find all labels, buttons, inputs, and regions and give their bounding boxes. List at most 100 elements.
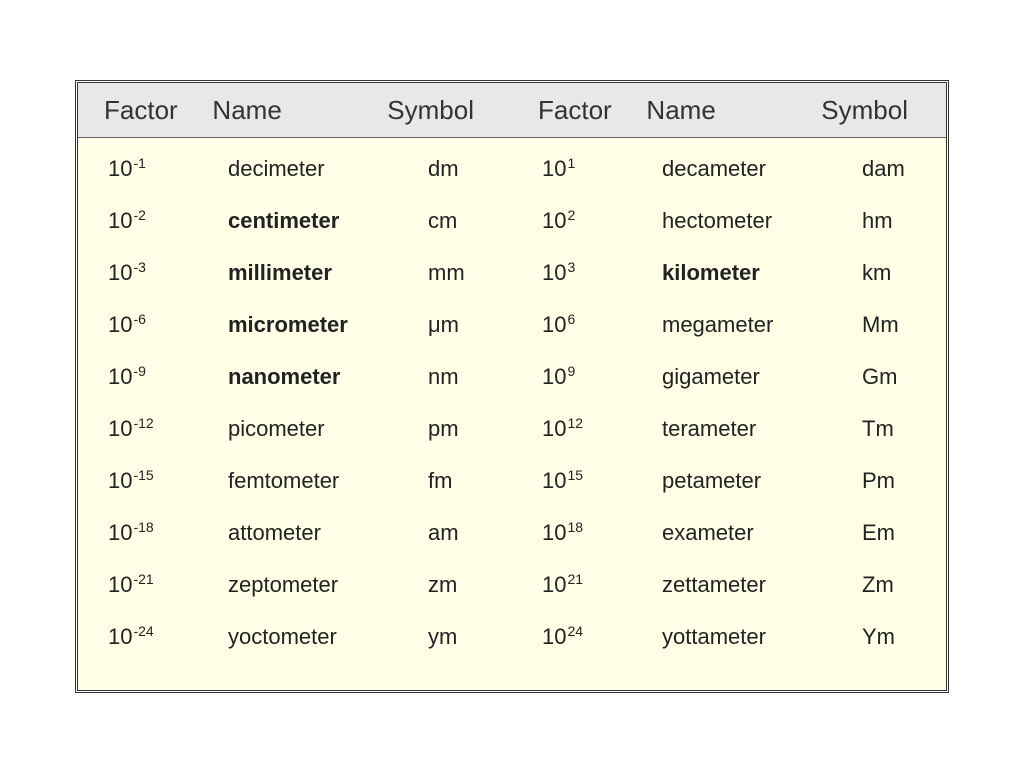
table-row-right: 102hectometerhm — [512, 208, 946, 260]
factor-base: 10 — [542, 416, 566, 442]
header-left: Factor Name Symbol — [78, 83, 512, 137]
factor-base: 10 — [108, 468, 132, 494]
factor-base: 10 — [108, 520, 132, 546]
cell-name: picometer — [228, 416, 428, 442]
si-prefixes-table: Factor Name Symbol Factor Name Symbol 10… — [75, 80, 949, 693]
cell-symbol: fm — [428, 468, 512, 494]
cell-name: nanometer — [228, 364, 428, 390]
factor-exponent: -24 — [133, 623, 153, 639]
cell-symbol: am — [428, 520, 512, 546]
table-row-left: 10-18 attometeram — [78, 520, 512, 572]
cell-symbol: hm — [862, 208, 946, 234]
factor-exponent: 3 — [567, 259, 575, 275]
factor-exponent: -1 — [133, 155, 145, 171]
factor-base: 10 — [108, 156, 132, 182]
factor-exponent: 1 — [567, 155, 575, 171]
table-body: 10-1decimeterdm101decameterdam10-2centim… — [78, 138, 946, 690]
factor-exponent: -18 — [133, 519, 153, 535]
cell-name: kilometer — [662, 260, 862, 286]
cell-name: megameter — [662, 312, 862, 338]
table-row: 10-1decimeterdm101decameterdam — [78, 156, 946, 208]
factor-base: 10 — [108, 364, 132, 390]
table-row-right: 1015petameterPm — [512, 468, 946, 520]
factor-base: 10 — [108, 312, 132, 338]
cell-factor: 10-1 — [78, 156, 228, 182]
factor-base: 10 — [542, 208, 566, 234]
factor-base: 10 — [542, 364, 566, 390]
cell-factor: 1024 — [512, 624, 662, 650]
cell-factor: 101 — [512, 156, 662, 182]
cell-factor: 109 — [512, 364, 662, 390]
table-row: 10-6micrometerμm106megameterMm — [78, 312, 946, 364]
cell-name: decimeter — [228, 156, 428, 182]
table-row-right: 1024yottameterYm — [512, 624, 946, 676]
cell-factor: 10-12 — [78, 416, 228, 442]
table-row-left: 10-15femtometerfm — [78, 468, 512, 520]
factor-exponent: 15 — [567, 467, 583, 483]
header-right: Factor Name Symbol — [512, 83, 946, 137]
table-row-right: 101decameterdam — [512, 156, 946, 208]
cell-name: zeptometer — [228, 572, 428, 598]
table-row-right: 103kilometerkm — [512, 260, 946, 312]
table-row-left: 10-2 centimetercm — [78, 208, 512, 260]
factor-exponent: -3 — [133, 259, 145, 275]
factor-base: 10 — [542, 624, 566, 650]
cell-factor: 10-6 — [78, 312, 228, 338]
factor-exponent: -12 — [133, 415, 153, 431]
table-row: 10-3millimetermm103kilometerkm — [78, 260, 946, 312]
cell-factor: 106 — [512, 312, 662, 338]
cell-symbol: dm — [428, 156, 512, 182]
header-symbol-left: Symbol — [387, 95, 512, 126]
factor-exponent: 12 — [567, 415, 583, 431]
table-row: 10-18attometeram1018exameterEm — [78, 520, 946, 572]
header-factor-left: Factor — [78, 95, 212, 126]
cell-name: zettameter — [662, 572, 862, 598]
cell-symbol: Pm — [862, 468, 946, 494]
table-row-right: 106megameterMm — [512, 312, 946, 364]
cell-symbol: cm — [428, 208, 512, 234]
cell-symbol: zm — [428, 572, 512, 598]
cell-symbol: ym — [428, 624, 512, 650]
table-row: 10-15femtometerfm1015petameterPm — [78, 468, 946, 520]
table-row: 10-21zeptometerzm1021zettameterZm — [78, 572, 946, 624]
cell-factor: 10-21 — [78, 572, 228, 598]
factor-base: 10 — [542, 572, 566, 598]
table-row: 10-24yoctometerym1024yottameterYm — [78, 624, 946, 676]
cell-symbol: nm — [428, 364, 512, 390]
table-row-left: 10-9nanometernm — [78, 364, 512, 416]
cell-factor: 10-24 — [78, 624, 228, 650]
cell-name: attometer — [228, 520, 428, 546]
cell-symbol: Gm — [862, 364, 946, 390]
factor-base: 10 — [542, 312, 566, 338]
cell-name: centimeter — [228, 208, 428, 234]
cell-factor: 10-3 — [78, 260, 228, 286]
cell-name: femtometer — [228, 468, 428, 494]
cell-name: petameter — [662, 468, 862, 494]
factor-base: 10 — [108, 416, 132, 442]
header-factor-right: Factor — [512, 95, 646, 126]
cell-name: micrometer — [228, 312, 428, 338]
table-row-right: 1012terameterTm — [512, 416, 946, 468]
cell-name: decameter — [662, 156, 862, 182]
cell-name: yottameter — [662, 624, 862, 650]
cell-symbol: km — [862, 260, 946, 286]
table-header-row: Factor Name Symbol Factor Name Symbol — [78, 83, 946, 138]
cell-factor: 1015 — [512, 468, 662, 494]
factor-exponent: -21 — [133, 571, 153, 587]
table-row-left: 10-21zeptometerzm — [78, 572, 512, 624]
table-row-right: 1021zettameterZm — [512, 572, 946, 624]
table-row: 10-9nanometernm109gigameterGm — [78, 364, 946, 416]
cell-factor: 10-9 — [78, 364, 228, 390]
cell-name: gigameter — [662, 364, 862, 390]
table-row: 10-12picometerpm1012terameterTm — [78, 416, 946, 468]
factor-exponent: -2 — [133, 207, 145, 223]
table-row-left: 10-3millimetermm — [78, 260, 512, 312]
cell-symbol: mm — [428, 260, 512, 286]
factor-base: 10 — [542, 156, 566, 182]
factor-base: 10 — [108, 208, 132, 234]
cell-factor: 1018 — [512, 520, 662, 546]
header-name-right: Name — [646, 95, 821, 126]
table-row-left: 10-24yoctometerym — [78, 624, 512, 676]
cell-factor: 1021 — [512, 572, 662, 598]
factor-exponent: -6 — [133, 311, 145, 327]
